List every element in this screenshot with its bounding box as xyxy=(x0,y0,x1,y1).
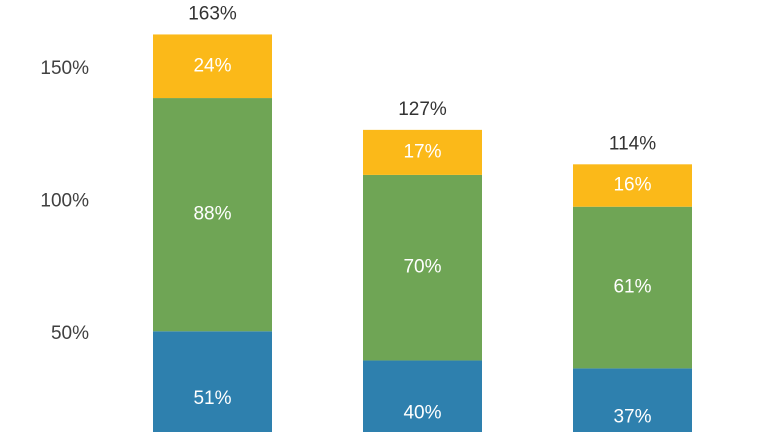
bar-segment xyxy=(573,368,692,432)
y-tick-label: 100% xyxy=(40,190,89,211)
segment-label: 70% xyxy=(403,257,441,278)
segment-label: 16% xyxy=(613,175,651,196)
y-tick-label: 50% xyxy=(51,323,89,344)
segment-label: 88% xyxy=(193,204,231,225)
bar-segment xyxy=(573,164,692,207)
segment-label: 61% xyxy=(613,277,651,298)
total-label: 114% xyxy=(609,133,656,154)
segment-label: 24% xyxy=(193,55,231,76)
bar-segment xyxy=(363,129,482,175)
bar-segment xyxy=(363,360,482,432)
bar-segment xyxy=(153,34,272,99)
segment-label: 51% xyxy=(193,388,231,409)
segment-label: 40% xyxy=(403,402,441,423)
bar-segment xyxy=(153,98,272,332)
y-tick-label: 150% xyxy=(40,58,89,79)
segment-label: 37% xyxy=(613,406,651,427)
bar-segment xyxy=(573,206,692,369)
total-label: 127% xyxy=(398,99,447,120)
segment-label: 17% xyxy=(403,141,441,162)
bar-segment xyxy=(153,331,272,432)
total-label: 163% xyxy=(188,3,237,24)
bar-segment xyxy=(363,174,482,361)
